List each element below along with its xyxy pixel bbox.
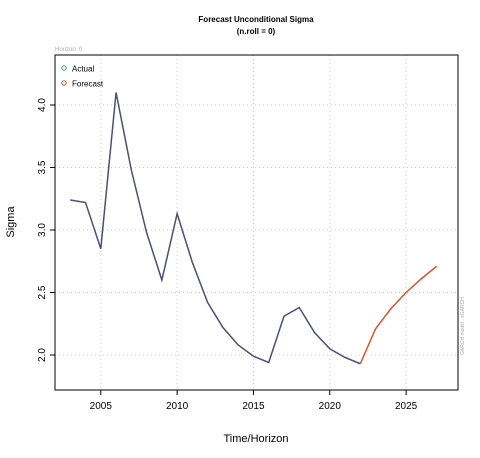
y-tick-label: 4.0 [37,98,48,112]
x-tick-label: 2005 [90,401,113,412]
plot-frame [54,54,459,391]
y-tick-label: 3.0 [37,223,48,237]
legend-label: Forecast [72,80,104,89]
model-note: GARCH model : sGARCH [460,297,466,355]
legend-label: Actual [72,65,94,74]
legend-marker [61,65,67,71]
y-tick-label: 2.0 [37,348,48,362]
x-tick-label: 2010 [166,401,189,412]
x-tick-label: 2025 [395,401,418,412]
y-tick-label: 3.5 [37,160,48,174]
legend-marker [61,80,67,86]
y-tick-label: 2.5 [37,285,48,299]
chart-subtitle: (n.roll = 0) [237,27,276,36]
x-tick-label: 2015 [242,401,265,412]
series-line [70,92,361,365]
x-axis-label: Time/Horizon [224,433,289,445]
chart-title: Forecast Unconditional Sigma [198,15,314,24]
series-line [359,265,438,365]
y-axis-label: Sigma [5,206,17,238]
horizon-note: Horizon: 0 [55,47,83,53]
x-tick-label: 2020 [319,401,342,412]
